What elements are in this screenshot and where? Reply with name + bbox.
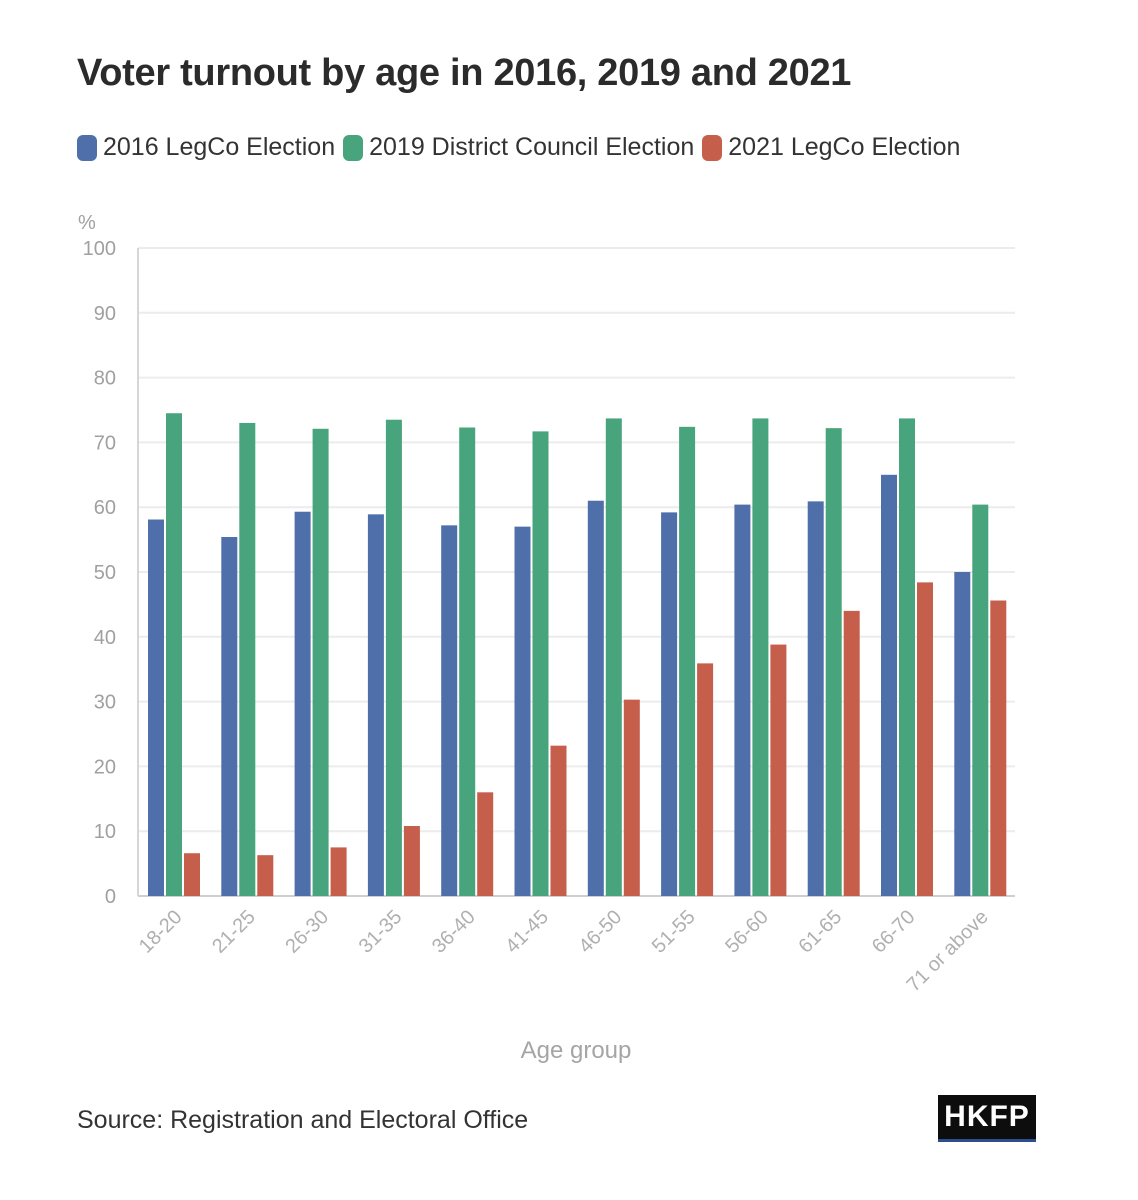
bar-2016-26-30 (294, 511, 311, 896)
bar-2016-18-20 (148, 519, 164, 896)
x-tick-label: 56-60 (721, 906, 773, 958)
bar-2019-36-40 (459, 427, 476, 896)
y-tick-label: 20 (94, 756, 116, 778)
legend-label-2021: 2021 LegCo Election (728, 133, 961, 161)
x-tick-label: 18-20 (135, 906, 187, 958)
bar-2021-36-40 (477, 792, 494, 896)
y-tick-label: 100 (83, 238, 116, 260)
bar-chart: 0 10 20 30 40 50 60 70 80 90 100% 18-20 21-25 26-30 31… (78, 212, 1015, 1064)
bar-2021-56-60 (770, 644, 787, 896)
bar-2019-41-45 (532, 431, 549, 896)
bar-2019-51-55 (679, 426, 696, 896)
x-tick-label: 61-65 (795, 906, 847, 958)
bar-2021-26-30 (330, 847, 347, 896)
bar-2021-41-45 (550, 745, 567, 896)
legend-label-2016: 2016 LegCo Election (103, 133, 336, 161)
bar-2019-18-20 (166, 413, 182, 896)
bar-2016-56-60 (734, 504, 751, 896)
bar-2021-71-or-above (990, 600, 1007, 896)
bar-2016-31-35 (367, 514, 384, 896)
x-tick-label: 26-30 (281, 906, 333, 958)
bar-2016-51-55 (661, 512, 678, 896)
bar-2019-61-65 (825, 428, 842, 896)
bar-2021-18-20 (184, 853, 200, 896)
legend-swatch-2016 (77, 134, 97, 161)
y-tick-label: 0 (105, 886, 116, 908)
legend-item-2021: 2021 LegCo Election (702, 133, 960, 162)
y-tick-label: 50 (94, 562, 116, 584)
legend-swatch-2019 (343, 134, 364, 161)
y-tick-label: 70 (94, 432, 116, 454)
bar-2016-41-45 (514, 526, 531, 896)
legend: 2016 LegCo Election 2019 District Counci… (77, 133, 968, 162)
legend-label-2019: 2019 District Council Election (369, 133, 695, 161)
bar-2021-46-50 (623, 699, 640, 896)
bar-2019-31-35 (385, 419, 402, 896)
x-axis-label: Age group (521, 1037, 632, 1064)
y-tick-label: 60 (94, 497, 116, 519)
x-tick-label: 51-55 (648, 906, 700, 958)
bar-2021-66-70 (917, 582, 933, 896)
x-tick-label: 21-25 (208, 906, 260, 958)
hkfp-logo: HKFP (938, 1095, 1036, 1139)
bar-2021-21-25 (257, 855, 274, 896)
legend-swatch-2021 (702, 134, 723, 161)
bar-2016-21-25 (221, 537, 238, 896)
bar-2019-56-60 (752, 418, 769, 896)
x-tick-label: 66-70 (868, 906, 920, 958)
x-tick-label: 46-50 (575, 906, 627, 958)
y-tick-label: 10 (94, 821, 116, 843)
bar-2016-71-or-above (954, 572, 971, 896)
bar-2016-66-70 (881, 474, 897, 896)
bar-2019-66-70 (899, 418, 915, 896)
source-note: Source: Registration and Electoral Offic… (77, 1106, 529, 1134)
bar-2021-61-65 (843, 610, 860, 896)
bar-2016-61-65 (807, 501, 824, 896)
bar-2016-46-50 (587, 500, 604, 896)
y-tick-label: 30 (94, 692, 116, 714)
bar-2016-36-40 (441, 525, 458, 896)
y-axis-label: % (78, 212, 96, 234)
bar-2021-31-35 (403, 826, 420, 896)
y-tick-label: 40 (94, 627, 116, 649)
bar-2021-51-55 (697, 663, 714, 896)
y-tick-label: 80 (94, 368, 116, 390)
x-tick-label: 36-40 (428, 906, 480, 958)
bar-2019-46-50 (605, 418, 622, 896)
x-tick-label: 31-35 (355, 906, 407, 958)
bar-2019-26-30 (312, 428, 329, 896)
bar-2019-21-25 (239, 422, 256, 896)
chart-title: Voter turnout by age in 2016, 2019 and 2… (77, 52, 852, 94)
x-tick-label: 41-45 (501, 906, 553, 958)
legend-item-2019: 2019 District Council Election (343, 133, 694, 162)
legend-item-2016: 2016 LegCo Election (77, 133, 335, 162)
bar-2019-71-or-above (972, 504, 989, 896)
y-tick-label: 90 (94, 303, 116, 325)
